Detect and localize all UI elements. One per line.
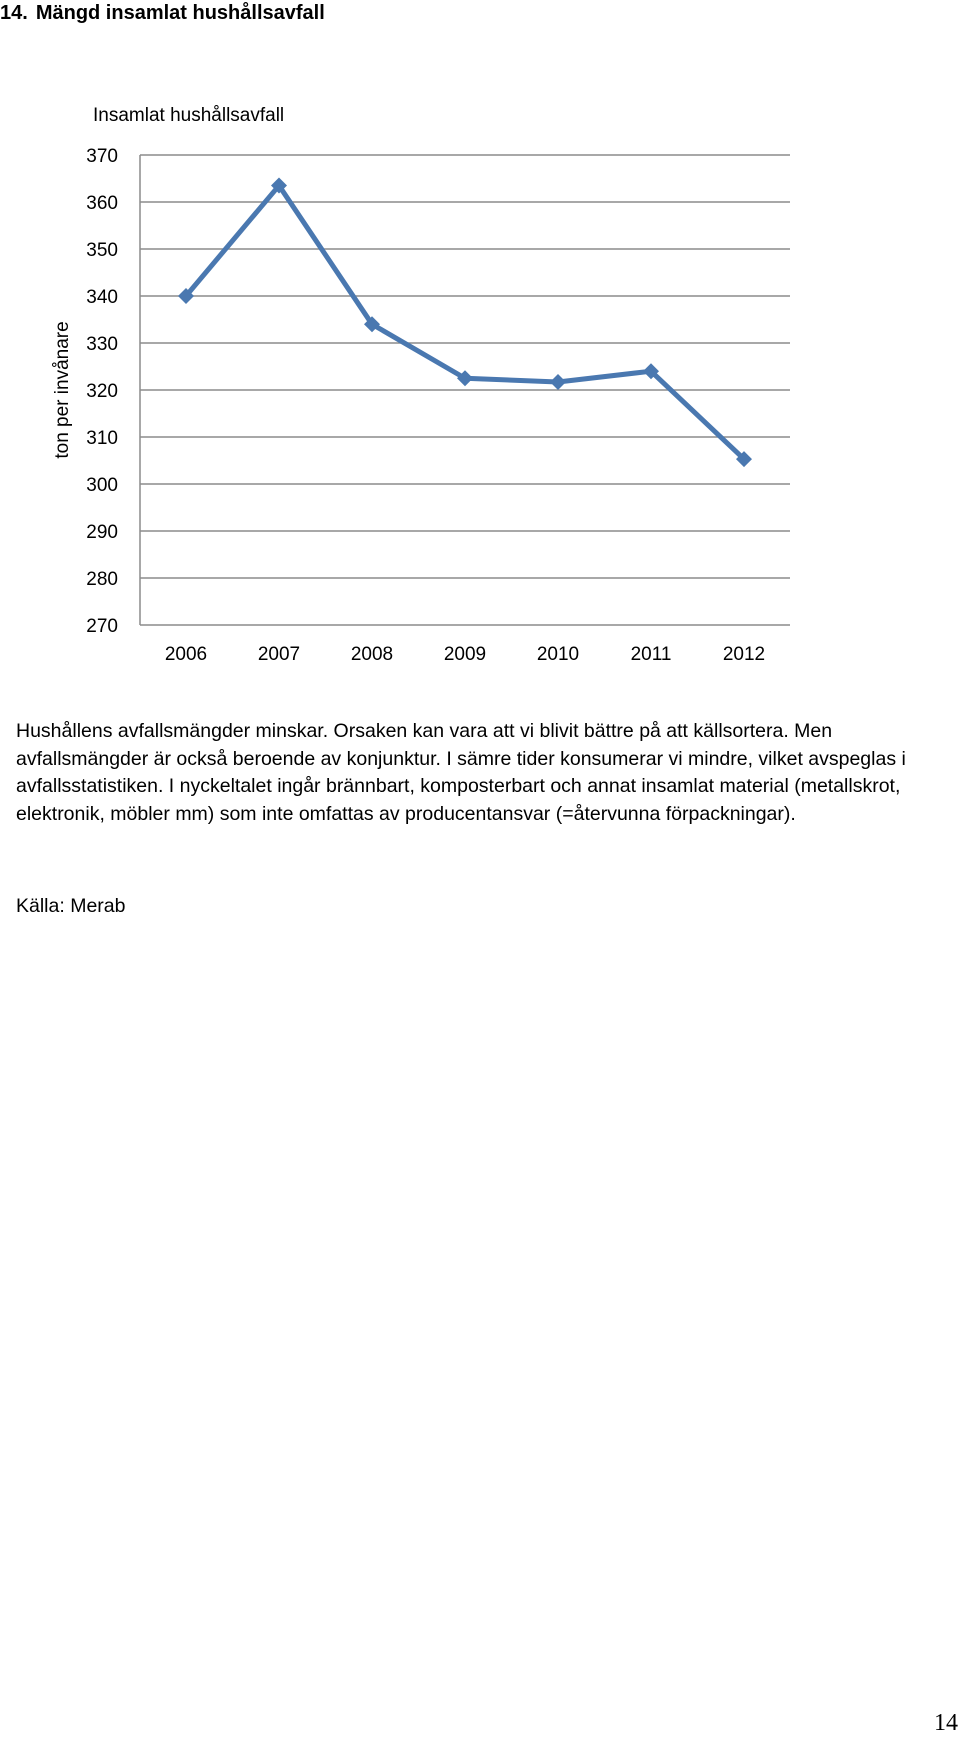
section-heading: 14. Mängd insamlat hushållsavfall xyxy=(0,0,325,26)
data-point-marker xyxy=(643,363,659,380)
x-tick-label: 2007 xyxy=(258,644,300,665)
data-point-marker xyxy=(271,177,287,194)
data-point-marker xyxy=(178,288,194,304)
data-point-marker xyxy=(550,374,566,391)
y-tick-label: 280 xyxy=(86,569,118,590)
page-number: 14 xyxy=(934,1710,958,1736)
series-line xyxy=(183,183,747,462)
x-tick-label: 2010 xyxy=(537,644,579,665)
x-tick-label: 2008 xyxy=(351,644,393,665)
data-point-marker xyxy=(736,451,752,468)
y-tick-labels: 370 360 350 340 330 320 310 300 290 280 270 xyxy=(86,146,118,637)
section-number: 14. xyxy=(0,2,28,24)
description-text: Hushållens avfallsmängder minskar. Orsak… xyxy=(16,720,906,825)
y-tick-label: 310 xyxy=(86,428,118,449)
y-tick-label: 320 xyxy=(86,381,118,402)
section-title: Mängd insamlat hushållsavfall xyxy=(35,2,325,24)
y-tick-label: 350 xyxy=(86,240,118,261)
y-tick-label: 340 xyxy=(86,287,118,308)
y-tick-label: 300 xyxy=(86,475,118,496)
x-tick-label: 2012 xyxy=(723,644,765,665)
chart-title: Insamlat hushållsavfall xyxy=(93,105,284,126)
line-chart: Insamlat hushållsavfall 3703603503403303… xyxy=(52,105,790,665)
data-point-marker xyxy=(457,370,473,387)
chart-series xyxy=(178,177,752,468)
y-tick-label: 370 xyxy=(86,146,118,167)
x-tick-label: 2006 xyxy=(165,644,207,665)
y-tick-label: 290 xyxy=(86,522,118,543)
x-tick-labels: 2006 2007 2008 2009 2010 2011 2012 xyxy=(165,644,765,665)
y-tick-label: 330 xyxy=(86,334,118,355)
y-tick-label: 270 xyxy=(86,616,118,637)
y-axis-label: ton per invånare xyxy=(52,321,73,458)
x-tick-label: 2011 xyxy=(631,644,672,665)
data-point-marker xyxy=(364,316,380,333)
x-tick-label: 2009 xyxy=(444,644,486,665)
source-note: Källa: Merab xyxy=(16,895,126,917)
y-tick-label: 360 xyxy=(86,193,118,214)
chart-gridlines xyxy=(140,154,790,626)
